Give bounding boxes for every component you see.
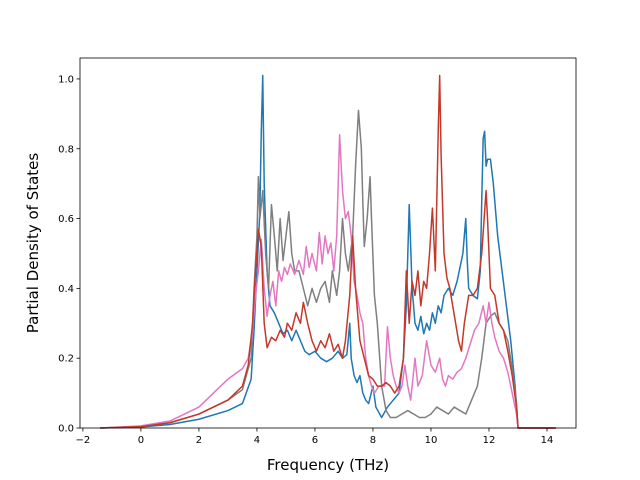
x-tick-label: 2 [196,435,202,446]
x-tick-label: 4 [254,435,260,446]
y-axis: 0.0 0.2 0.4 0.6 0.8 1.0 [58,74,80,435]
x-tick-label: 6 [312,435,318,446]
series-layer [100,74,556,429]
plot-frame [79,57,577,429]
x-axis: −2 0 2 4 6 8 10 12 14 [76,428,554,446]
y-tick-label: 0.6 [58,214,74,225]
x-tick-label: 12 [483,435,496,446]
x-tick-label: 0 [138,435,144,446]
y-tick-label: 0.8 [58,144,74,155]
y-tick-label: 0.2 [58,354,74,365]
y-tick-label: 0.0 [58,424,74,435]
y-tick-label: 0.4 [58,284,74,295]
series-line-2 [100,109,556,429]
y-tick-label: 1.0 [58,74,74,85]
x-tick-label: 8 [370,435,376,446]
series-line-3 [100,134,556,429]
series-line-4 [100,74,556,429]
x-tick-label: 10 [425,435,438,446]
y-axis-label: Partial Density of States [24,153,42,334]
x-tick-label: 14 [541,435,554,446]
x-axis-label: Frequency (THz) [267,456,389,474]
x-tick-label: −2 [76,435,91,446]
